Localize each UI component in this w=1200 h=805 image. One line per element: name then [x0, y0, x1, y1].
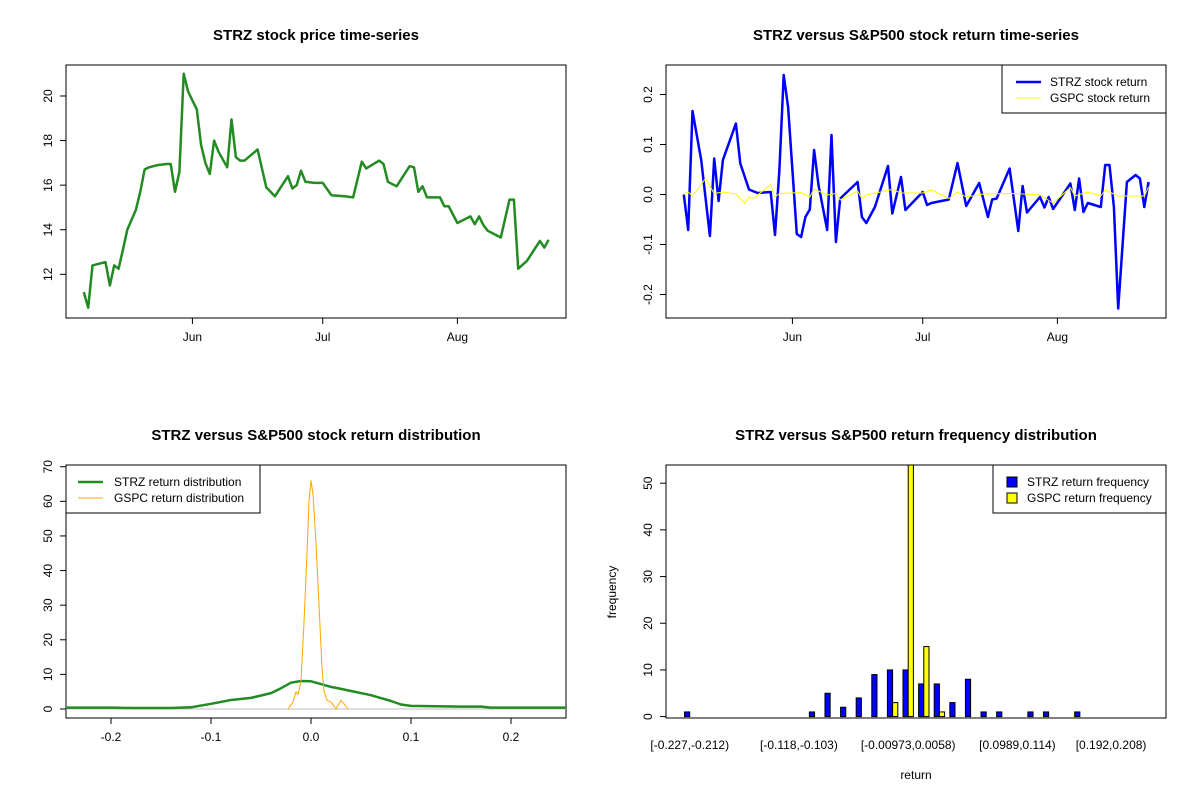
legend-label-strz: STRZ return distribution [114, 475, 241, 489]
bar-strz [824, 692, 831, 718]
y-axis-label: frequency [605, 566, 619, 619]
y-tick-label: 60 [41, 494, 55, 508]
bar-strz [808, 711, 816, 718]
legend-box [1001, 64, 1167, 114]
chart-title: STRZ versus S&P500 return frequency dist… [735, 427, 1097, 444]
y-tick-label: 50 [641, 476, 655, 490]
bar-strz [1074, 711, 1081, 718]
plot-frame-overlay [665, 464, 1167, 719]
y-tick-label: 0 [641, 713, 655, 720]
chart-title: STRZ versus S&P500 stock return distribu… [151, 427, 480, 444]
bar-strz [886, 669, 894, 718]
series-line-strz-price [82, 72, 550, 309]
legend: STRZ return frequency GSPC return freque… [992, 464, 1167, 514]
bar-gspc [907, 464, 914, 718]
x-tick-label: Aug [1047, 330, 1068, 344]
return-timeseries-panel: STRZ versus S&P500 stock return time-ser… [641, 27, 1167, 344]
bar-strz [996, 711, 1003, 718]
y-tick-label: 16 [41, 178, 55, 192]
y-tick-label: 10 [641, 663, 655, 677]
y-tick-label: 12 [41, 267, 55, 281]
legend-box [65, 464, 261, 514]
y-tick-label: 40 [41, 564, 55, 578]
bar-gspc [923, 646, 930, 718]
x-tick-label: Jul [315, 330, 330, 344]
legend-swatch-strz [1006, 476, 1018, 488]
y-tick-label: 20 [41, 89, 55, 103]
bar-strz [949, 702, 956, 718]
x-tick-label: 0.2 [503, 730, 520, 744]
y-tick-label: 20 [41, 633, 55, 647]
bar-strz [855, 697, 862, 718]
legend-box [992, 464, 1167, 514]
y-tick-label: 14 [41, 223, 55, 237]
y-tick-label: 0 [41, 705, 55, 712]
return-density-panel: STRZ versus S&P500 stock return distribu… [41, 427, 567, 744]
y-tick-label: 40 [641, 523, 655, 537]
x-tick-label: 0.0 [303, 730, 320, 744]
x-tick-label: Jul [915, 330, 930, 344]
series-line-gspc-stock-return [683, 178, 1150, 204]
legend: STRZ return distribution GSPC return dis… [65, 464, 261, 514]
bar-strz [933, 683, 940, 718]
x-tick-label: -0.2 [101, 730, 122, 744]
legend-label-strz: STRZ stock return [1050, 75, 1147, 89]
x-tick-label: Jun [783, 330, 802, 344]
y-tick-label: 10 [41, 667, 55, 681]
y-tick-label: 18 [41, 134, 55, 148]
bar-strz [871, 674, 878, 718]
chart-title: STRZ versus S&P500 stock return time-ser… [753, 27, 1079, 44]
legend-label-gspc: GSPC return distribution [114, 491, 244, 505]
bar-strz [1042, 711, 1050, 718]
x-tick-label: -0.1 [201, 730, 222, 744]
legend-label-gspc: GSPC stock return [1050, 91, 1150, 105]
y-tick-label: 70 [41, 460, 55, 474]
x-tick-label: Aug [447, 330, 468, 344]
x-category-label: [0.0989,0.114) [979, 738, 1056, 752]
y-tick-label: 50 [41, 529, 55, 543]
series-line-gspc-return-distribution [287, 480, 349, 710]
legend: STRZ stock return GSPC stock return [1001, 64, 1167, 114]
bar-gspc [892, 702, 899, 718]
return-histogram-panel: STRZ versus S&P500 return frequency dist… [605, 427, 1167, 782]
x-tick-label: Jun [183, 330, 202, 344]
legend-label-gspc: GSPC return frequency [1027, 491, 1152, 505]
y-tick-label: 0.0 [641, 186, 655, 203]
bar-strz [684, 711, 691, 718]
legend-swatch-gspc [1006, 492, 1018, 504]
bar-strz [902, 669, 909, 718]
bar-strz [840, 706, 847, 718]
y-tick-label: 30 [641, 570, 655, 584]
x-tick-label: 0.1 [403, 730, 420, 744]
x-category-label: [0.192,0.208) [1076, 738, 1147, 752]
y-tick-label: 0.1 [641, 136, 655, 153]
x-category-label: [-0.118,-0.103) [760, 738, 838, 752]
bar-strz [980, 711, 987, 718]
chart-title: STRZ stock price time-series [213, 27, 419, 44]
y-tick-label: -0.2 [641, 284, 655, 305]
bar-strz [918, 683, 925, 718]
bar-strz [964, 678, 972, 718]
x-category-label: [-0.227,-0.212) [650, 738, 729, 752]
legend-label-strz: STRZ return frequency [1027, 475, 1149, 489]
price-timeseries-panel: STRZ stock price time-series 12 14 16 18 20 J… [41, 27, 567, 344]
y-tick-label: 0.2 [641, 86, 655, 103]
x-axis-label: return [900, 768, 931, 782]
x-category-label: [-0.00973,0.0058) [861, 738, 956, 752]
y-tick-label: 30 [41, 598, 55, 612]
y-tick-label: 20 [641, 616, 655, 630]
series-line-strz-return-distribution [66, 679, 566, 710]
y-tick-label: -0.1 [641, 234, 655, 255]
bar-gspc [938, 711, 946, 718]
bar-strz [1027, 711, 1034, 718]
